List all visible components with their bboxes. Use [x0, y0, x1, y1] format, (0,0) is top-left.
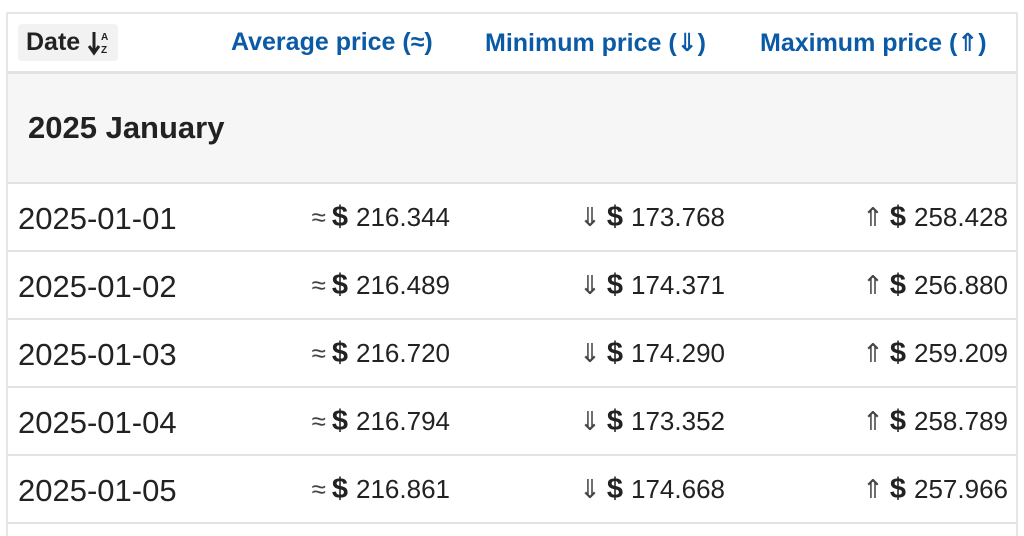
currency-symbol: $: [606, 200, 624, 233]
maximum-price-cell: ⇑ $ 256.880: [862, 252, 1008, 318]
sort-ascending-alpha-icon[interactable]: A Z: [88, 29, 110, 57]
date-column-label: Date: [26, 28, 81, 56]
minimum-price-value: 174.290: [631, 337, 725, 368]
currency-symbol: $: [889, 336, 907, 369]
table-row: 2025-01-01 ≈ $ 216.344 ⇓ $ 173.768 ⇑ $ 2…: [8, 184, 1016, 252]
double-down-arrow-icon: ⇓: [579, 405, 601, 436]
minimum-price-cell: ⇓ $ 173.768: [579, 184, 725, 250]
price-table: Date A Z Average price (≈) Minimum price…: [6, 12, 1018, 536]
double-up-arrow-icon: ⇑: [862, 405, 884, 436]
table-row: 2025-01-02 ≈ $ 216.489 ⇓ $ 174.371 ⇑ $ 2…: [8, 252, 1016, 320]
double-up-arrow-icon: ⇑: [862, 473, 884, 504]
currency-symbol: $: [331, 268, 349, 301]
currency-symbol: $: [331, 472, 349, 505]
average-price-value: 216.794: [356, 405, 450, 436]
maximum-price-value: 259.209: [914, 337, 1008, 368]
double-down-arrow-icon: ⇓: [579, 337, 601, 368]
table-header: Date A Z Average price (≈) Minimum price…: [8, 14, 1016, 74]
currency-symbol: $: [889, 268, 907, 301]
table-row-partial: [8, 524, 1016, 536]
approx-icon: ≈: [311, 337, 326, 368]
svg-text:Z: Z: [101, 45, 107, 56]
maximum-price-value: 257.966: [914, 473, 1008, 504]
date-value: 2025-01-04: [18, 405, 177, 440]
double-down-arrow-icon: ⇓: [579, 269, 601, 300]
date-cell: 2025-01-02: [18, 254, 177, 320]
currency-symbol: $: [331, 200, 349, 233]
table-body: 2025-01-01 ≈ $ 216.344 ⇓ $ 173.768 ⇑ $ 2…: [8, 184, 1016, 524]
month-group-row: 2025 January: [8, 74, 1016, 184]
minimum-price-value: 174.668: [631, 473, 725, 504]
date-cell: 2025-01-03: [18, 322, 177, 388]
approx-icon: ≈: [311, 269, 326, 300]
table-row: 2025-01-04 ≈ $ 216.794 ⇓ $ 173.352 ⇑ $ 2…: [8, 388, 1016, 456]
minimum-price-column-header[interactable]: Minimum price (⇓): [485, 28, 706, 57]
currency-symbol: $: [889, 404, 907, 437]
currency-symbol: $: [331, 336, 349, 369]
maximum-price-cell: ⇑ $ 257.966: [862, 456, 1008, 522]
currency-symbol: $: [606, 336, 624, 369]
approx-icon: ≈: [311, 405, 326, 436]
date-value: 2025-01-03: [18, 337, 177, 372]
svg-text:A: A: [101, 32, 108, 43]
maximum-price-value: 258.789: [914, 405, 1008, 436]
average-price-cell: ≈ $ 216.794: [312, 388, 450, 454]
date-cell: 2025-01-01: [18, 186, 177, 252]
minimum-price-value: 174.371: [631, 269, 725, 300]
maximum-price-column-header[interactable]: Maximum price (⇑): [760, 28, 987, 57]
minimum-price-cell: ⇓ $ 174.668: [579, 456, 725, 522]
date-column-header[interactable]: Date A Z: [18, 24, 119, 61]
maximum-price-cell: ⇑ $ 259.209: [862, 320, 1008, 386]
average-price-cell: ≈ $ 216.344: [312, 184, 450, 250]
currency-symbol: $: [331, 404, 349, 437]
currency-symbol: $: [606, 404, 624, 437]
currency-symbol: $: [606, 268, 624, 301]
maximum-price-cell: ⇑ $ 258.428: [862, 184, 1008, 250]
average-price-value: 216.489: [356, 269, 450, 300]
approx-icon: ≈: [311, 201, 326, 232]
currency-symbol: $: [889, 200, 907, 233]
minimum-price-cell: ⇓ $ 174.371: [579, 252, 725, 318]
average-price-cell: ≈ $ 216.720: [312, 320, 450, 386]
maximum-price-value: 256.880: [914, 269, 1008, 300]
double-up-arrow-icon: ⇑: [862, 201, 884, 232]
average-price-column-header[interactable]: Average price (≈): [231, 28, 433, 56]
date-cell: 2025-01-04: [18, 390, 177, 456]
table-row: 2025-01-03 ≈ $ 216.720 ⇓ $ 174.290 ⇑ $ 2…: [8, 320, 1016, 388]
double-up-arrow-icon: ⇑: [862, 337, 884, 368]
minimum-price-value: 173.768: [631, 201, 725, 232]
double-down-arrow-icon: ⇓: [579, 201, 601, 232]
average-price-value: 216.861: [356, 473, 450, 504]
double-up-arrow-icon: ⇑: [862, 269, 884, 300]
minimum-price-cell: ⇓ $ 173.352: [579, 388, 725, 454]
approx-icon: ≈: [311, 473, 326, 504]
minimum-price-cell: ⇓ $ 174.290: [579, 320, 725, 386]
minimum-price-value: 173.352: [631, 405, 725, 436]
date-value: 2025-01-02: [18, 269, 177, 304]
month-group-title: 2025 January: [28, 110, 225, 145]
average-price-value: 216.720: [356, 337, 450, 368]
date-cell: 2025-01-05: [18, 458, 177, 524]
double-down-arrow-icon: ⇓: [579, 473, 601, 504]
average-price-cell: ≈ $ 216.489: [312, 252, 450, 318]
currency-symbol: $: [606, 472, 624, 505]
maximum-price-value: 258.428: [914, 201, 1008, 232]
average-price-cell: ≈ $ 216.861: [312, 456, 450, 522]
date-value: 2025-01-01: [18, 201, 177, 236]
maximum-price-cell: ⇑ $ 258.789: [862, 388, 1008, 454]
average-price-value: 216.344: [356, 201, 450, 232]
table-row: 2025-01-05 ≈ $ 216.861 ⇓ $ 174.668 ⇑ $ 2…: [8, 456, 1016, 524]
currency-symbol: $: [889, 472, 907, 505]
date-value: 2025-01-05: [18, 473, 177, 508]
